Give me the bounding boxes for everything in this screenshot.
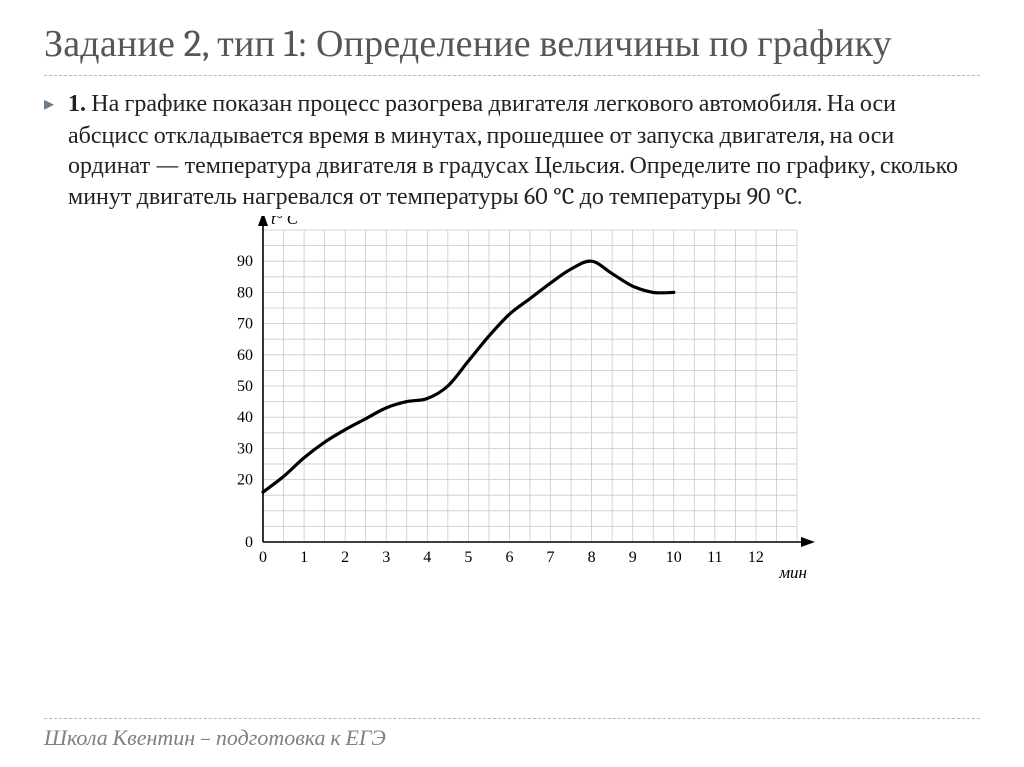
svg-text:10: 10: [666, 549, 682, 566]
svg-text:30: 30: [237, 440, 253, 457]
svg-text:20: 20: [237, 471, 253, 488]
footer-divider: [44, 718, 980, 719]
svg-text:50: 50: [237, 378, 253, 395]
svg-text:90: 90: [237, 253, 253, 270]
title-divider: [44, 75, 980, 76]
svg-text:60: 60: [237, 347, 253, 364]
slide: Задание 2, тип 1: Определение величины п…: [0, 0, 1024, 767]
svg-text:1: 1: [300, 549, 308, 566]
svg-text:4: 4: [423, 549, 431, 566]
svg-text:0: 0: [245, 534, 253, 551]
tick-labels: 012345678910111202030405060708090: [237, 253, 764, 566]
axes: [258, 216, 815, 547]
svg-text:0: 0: [259, 549, 267, 566]
engine-temp-chart: 012345678910111202030405060708090t° Cмин: [207, 216, 817, 586]
svg-text:80: 80: [237, 284, 253, 301]
svg-text:5: 5: [464, 549, 472, 566]
svg-text:12: 12: [748, 549, 764, 566]
grid: [263, 230, 797, 542]
footer-text: Школа Квентин – подготовка к ЕГЭ: [44, 725, 386, 751]
svg-text:7: 7: [547, 549, 555, 566]
svg-text:11: 11: [707, 549, 722, 566]
svg-text:3: 3: [382, 549, 390, 566]
svg-text:мин: мин: [778, 563, 807, 582]
chart-container: 012345678910111202030405060708090t° Cмин: [44, 216, 980, 586]
svg-text:40: 40: [237, 409, 253, 426]
bullet-icon: ▸: [44, 88, 60, 212]
slide-title: Задание 2, тип 1: Определение величины п…: [44, 22, 980, 67]
svg-text:t° C: t° C: [271, 216, 299, 228]
body-row: ▸ 1. На графике показан процесс разогрев…: [44, 88, 980, 212]
svg-text:2: 2: [341, 549, 349, 566]
svg-text:8: 8: [588, 549, 596, 566]
svg-text:70: 70: [237, 315, 253, 332]
svg-text:6: 6: [505, 549, 513, 566]
task-body: На графике показан процесс разогрева дви…: [68, 89, 958, 210]
task-text: 1. На графике показан процесс разогрева …: [68, 88, 980, 212]
svg-text:9: 9: [629, 549, 637, 566]
task-number: 1.: [68, 91, 86, 117]
